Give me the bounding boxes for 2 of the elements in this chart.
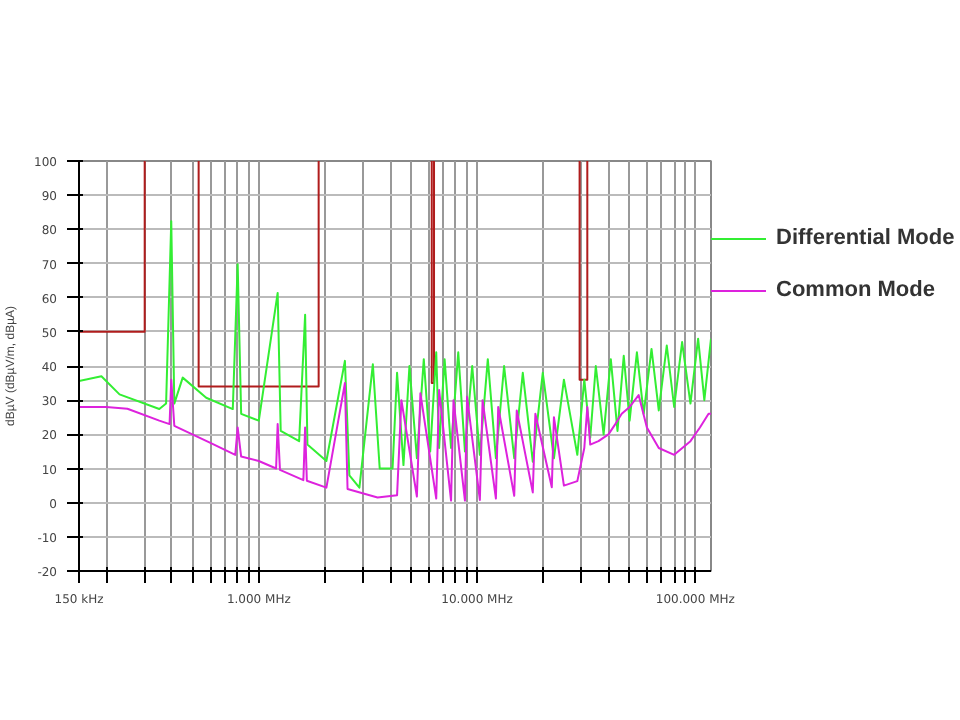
legend-label: Common Mode bbox=[776, 278, 935, 302]
legend-label: Differential Mode bbox=[776, 226, 955, 250]
